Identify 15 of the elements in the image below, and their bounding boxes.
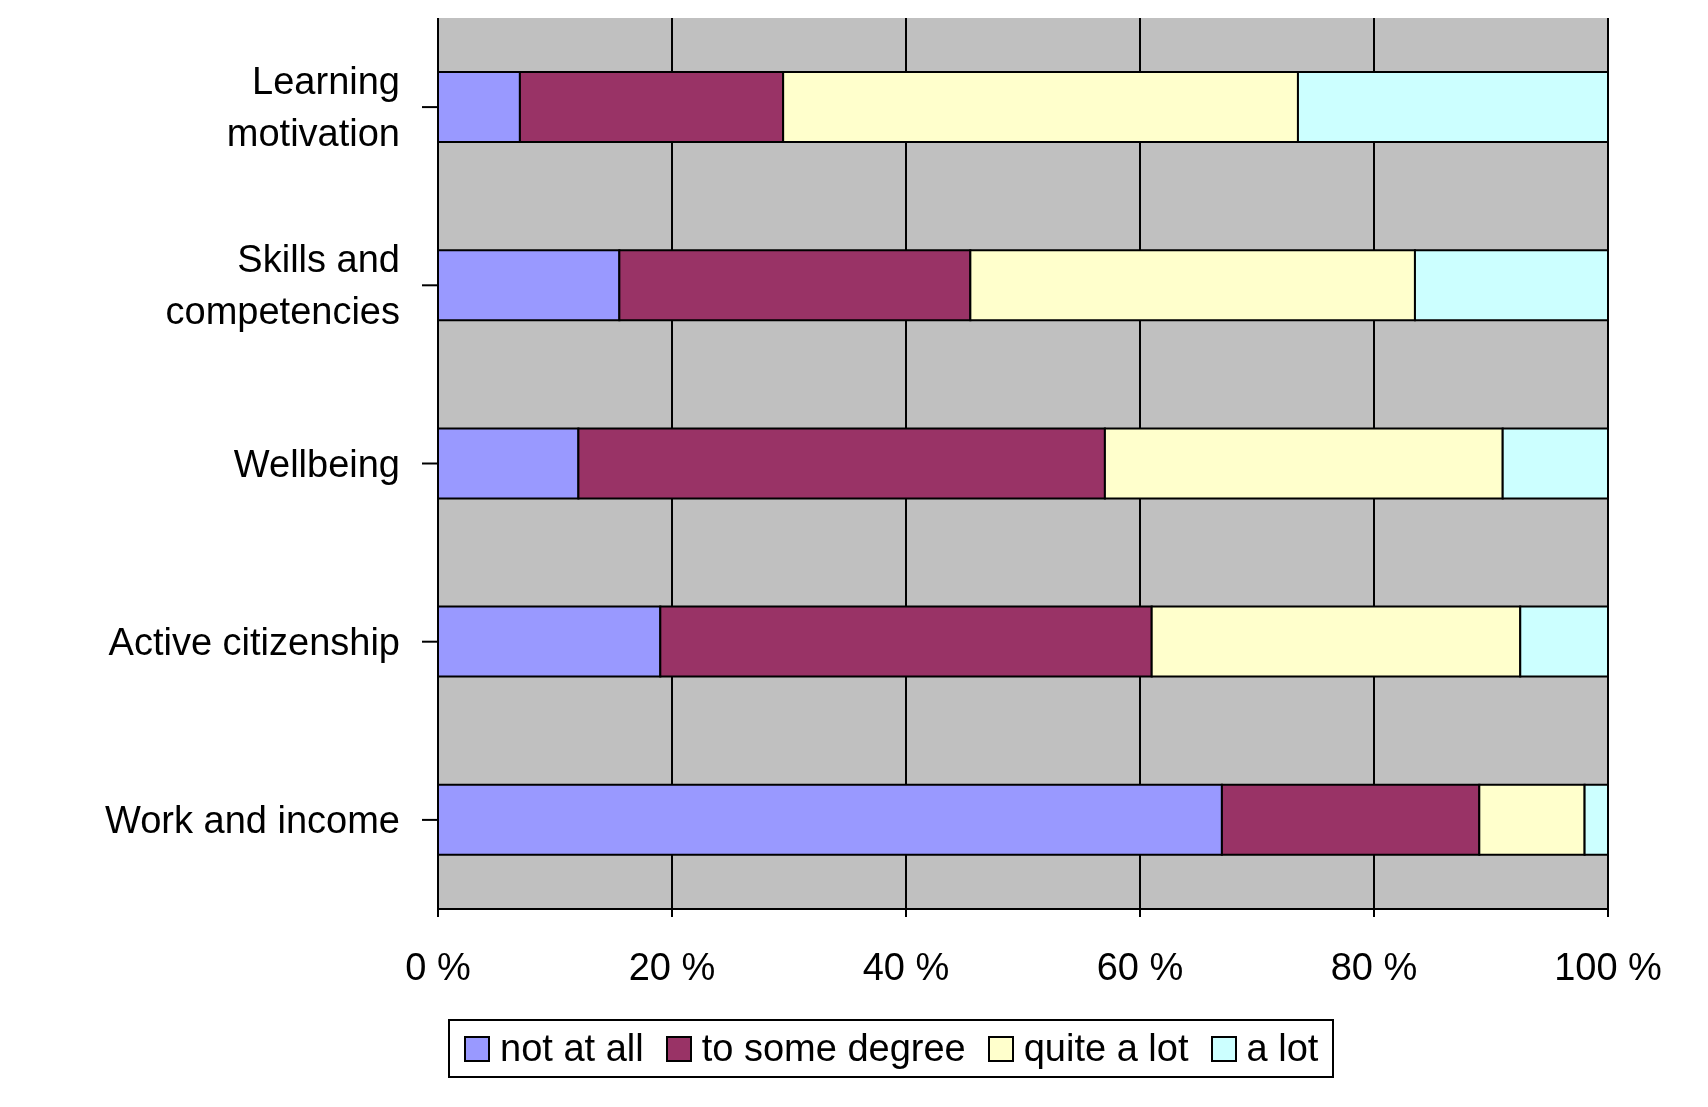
y-tick-label: Wellbeing <box>233 442 400 485</box>
y-tick-label: Work and income <box>105 798 400 841</box>
x-tick-label: 80 % <box>1330 945 1418 988</box>
legend-label: quite a lot <box>1022 1027 1189 1070</box>
y-tick-label: Skills and competencies <box>165 238 400 333</box>
legend-label: a lot <box>1245 1027 1319 1070</box>
legend-label: not at all <box>499 1027 644 1070</box>
x-tick-label: 40 % <box>862 945 950 988</box>
legend-label: to some degree <box>700 1027 966 1070</box>
x-tick-label: 20 % <box>628 945 716 988</box>
x-tick-label: 100 % <box>1554 945 1662 988</box>
y-tick-label: Learning motivation <box>226 60 400 155</box>
x-tick-label: 0 % <box>405 945 471 988</box>
x-tick-label: 60 % <box>1096 945 1184 988</box>
y-tick-label: Active citizenship <box>108 620 400 663</box>
